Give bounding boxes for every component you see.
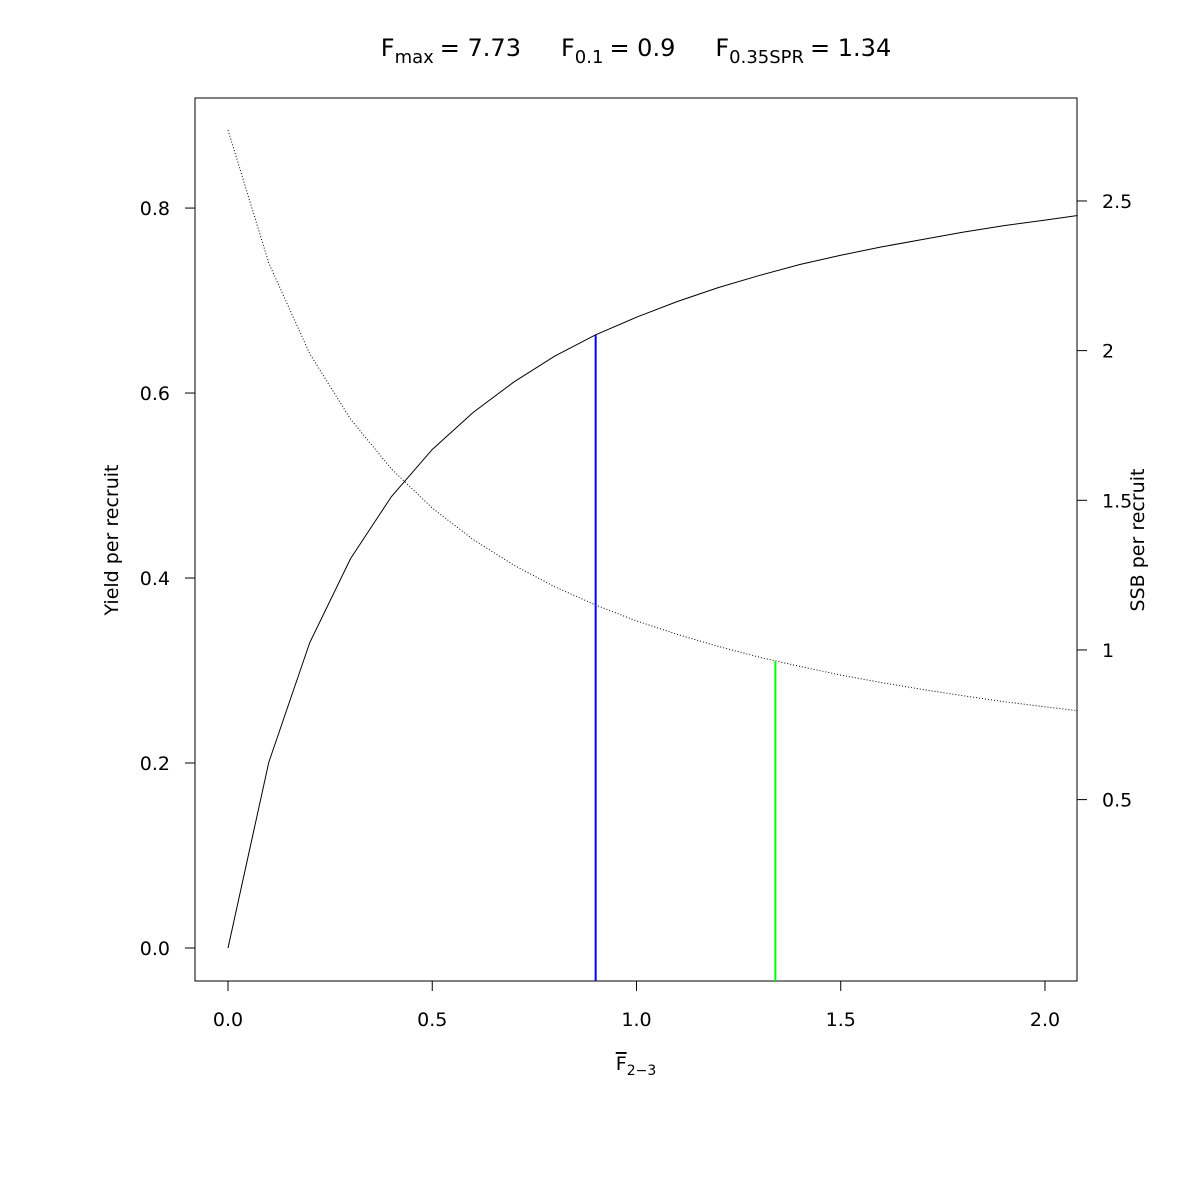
chart-title: Fmax = 7.73 F0.1 = 0.9 F0.35SPR = 1.34 (381, 34, 891, 68)
title-symbol: F (715, 34, 729, 62)
title-symbol: F (381, 34, 395, 62)
x-tick-label: 0.5 (417, 1009, 447, 1031)
y-tick-label: 0.0 (140, 938, 170, 960)
y-tick-label: 0.2 (140, 753, 170, 775)
y2-axis-label: SSB per recruit (1127, 469, 1149, 612)
title-subscript: max (395, 47, 435, 68)
title-value: = 1.34 (810, 34, 891, 62)
y2-tick-label: 2 (1102, 341, 1114, 363)
x-tick-label: 1.0 (621, 1009, 651, 1031)
y2-tick-label: 2.5 (1102, 191, 1132, 213)
title-symbol: F (561, 34, 575, 62)
y2-tick-label: 1 (1102, 640, 1114, 662)
series-line (227, 129, 1078, 712)
y-axis-label: Yield per recruit (101, 465, 123, 617)
x-label-subscript: 2−3 (627, 1063, 657, 1079)
title-value: = 7.73 (440, 34, 521, 62)
y-tick-label: 0.4 (140, 568, 170, 590)
title-subscript: 0.1 (575, 47, 604, 68)
x-tick-label: 1.5 (826, 1009, 856, 1031)
y2-tick-label: 1.5 (1102, 490, 1132, 512)
y-tick-label: 0.8 (140, 198, 170, 220)
y-tick-label: 0.6 (140, 383, 170, 405)
x-tick-label: 0.0 (213, 1009, 243, 1031)
title-value: = 0.9 (609, 34, 675, 62)
y2-tick-label: 0.5 (1102, 790, 1132, 812)
plot-frame (194, 97, 1078, 982)
x-axis-label: F2−3 (616, 1053, 656, 1079)
series-line (227, 214, 1078, 949)
x-label-symbol: F (616, 1053, 627, 1075)
title-subscript: 0.35SPR (729, 47, 804, 68)
x-tick-label: 2.0 (1030, 1009, 1060, 1031)
